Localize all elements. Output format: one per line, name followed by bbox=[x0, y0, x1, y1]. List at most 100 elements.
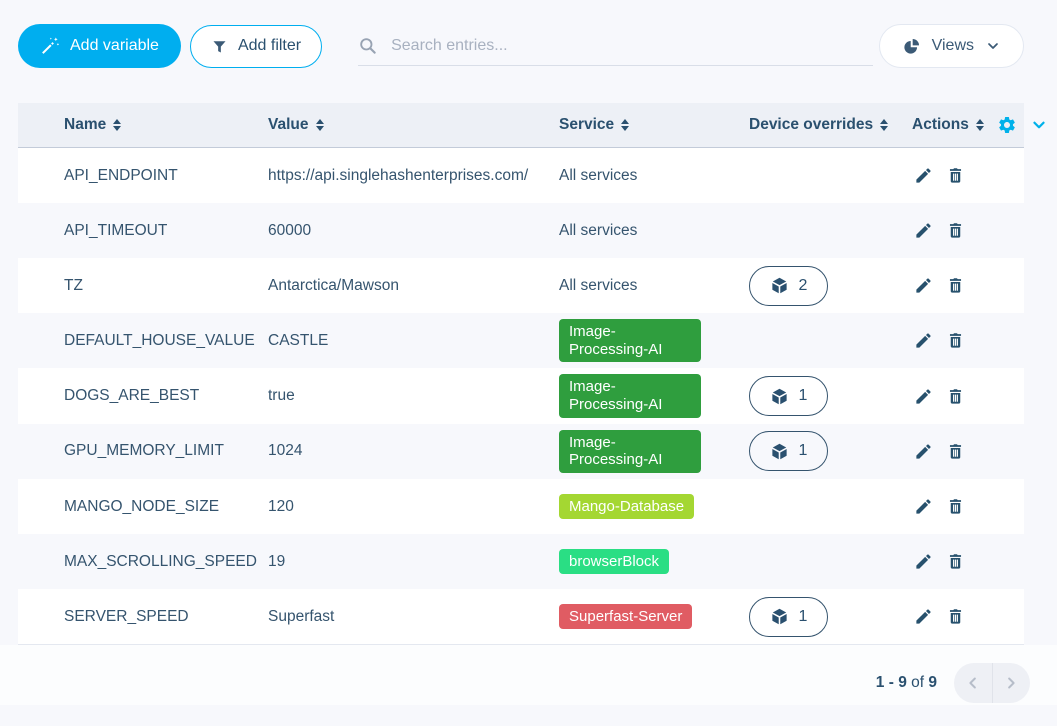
sort-icon bbox=[976, 119, 984, 131]
edit-button[interactable] bbox=[912, 329, 935, 352]
actions-cell bbox=[912, 440, 1024, 463]
toolbar: Add variable Add filter Views bbox=[0, 0, 1057, 68]
variable-value: 120 bbox=[268, 497, 294, 515]
column-label: Device overrides bbox=[749, 116, 874, 133]
trash-icon bbox=[949, 388, 962, 404]
edit-button[interactable] bbox=[912, 274, 935, 297]
device-overrides-button[interactable]: 2 bbox=[749, 265, 828, 306]
variable-name: API_TIMEOUT bbox=[64, 221, 168, 239]
variable-value: 60000 bbox=[268, 221, 312, 239]
actions-cell bbox=[912, 274, 1024, 297]
column-header-service[interactable]: Service bbox=[559, 116, 749, 134]
overrides-cell: 1 bbox=[749, 431, 912, 472]
trash-icon bbox=[949, 609, 962, 624]
views-label: Views bbox=[931, 37, 974, 54]
collapse-columns-chevron-icon[interactable] bbox=[1030, 116, 1048, 134]
variable-name: SERVER_SPEED bbox=[64, 607, 189, 625]
delete-button[interactable] bbox=[944, 495, 967, 518]
override-count: 1 bbox=[798, 442, 808, 460]
column-header-value[interactable]: Value bbox=[268, 116, 559, 134]
chevron-left-icon bbox=[969, 677, 976, 689]
pencil-icon bbox=[916, 168, 931, 183]
search-icon bbox=[360, 37, 376, 54]
variable-name: TZ bbox=[64, 276, 83, 294]
service-cell: Superfast-Server bbox=[559, 603, 749, 630]
service-badge: browserBlock bbox=[559, 548, 670, 575]
table-row: DOGS_ARE_BEST true Image-Processing-AI 1 bbox=[18, 368, 1024, 424]
pagination-info: 1 - 9 of 9 bbox=[876, 674, 937, 692]
service-cell: All services bbox=[559, 222, 749, 240]
table-row: MAX_SCROLLING_SPEED 19 browserBlock bbox=[18, 534, 1024, 590]
edit-button[interactable] bbox=[912, 550, 935, 573]
edit-button[interactable] bbox=[912, 440, 935, 463]
device-overrides-button[interactable]: 1 bbox=[749, 376, 828, 417]
delete-button[interactable] bbox=[944, 164, 967, 187]
pager-buttons bbox=[954, 662, 1031, 703]
column-header-actions[interactable]: Actions bbox=[912, 115, 1048, 135]
edit-button[interactable] bbox=[912, 164, 935, 187]
service-label: All services bbox=[559, 221, 638, 239]
variable-value: 19 bbox=[268, 552, 286, 570]
variable-name: DEFAULT_HOUSE_VALUE bbox=[64, 331, 255, 349]
override-count: 1 bbox=[798, 387, 808, 405]
variable-value: https://api.singlehashenterprises.com/ bbox=[268, 166, 529, 184]
add-variable-button[interactable]: Add variable bbox=[18, 24, 181, 68]
add-filter-label: Add filter bbox=[237, 37, 302, 54]
edit-button[interactable] bbox=[912, 495, 935, 518]
service-label: All services bbox=[559, 276, 638, 294]
overrides-cell: 1 bbox=[749, 376, 912, 417]
service-label: All services bbox=[559, 166, 638, 184]
edit-button[interactable] bbox=[912, 605, 935, 628]
pencil-icon bbox=[916, 388, 931, 404]
variable-value: CASTLE bbox=[268, 331, 329, 349]
delete-button[interactable] bbox=[944, 385, 967, 408]
pie-chart-icon bbox=[903, 38, 919, 54]
variable-name: MANGO_NODE_SIZE bbox=[64, 497, 220, 515]
column-label: Value bbox=[268, 116, 309, 133]
delete-button[interactable] bbox=[944, 440, 967, 463]
next-page-button[interactable] bbox=[991, 662, 1031, 703]
delete-button[interactable] bbox=[944, 274, 967, 297]
pencil-icon bbox=[916, 499, 931, 514]
variable-name: DOGS_ARE_BEST bbox=[64, 387, 200, 405]
delete-button[interactable] bbox=[944, 329, 967, 352]
column-label: Actions bbox=[912, 116, 969, 133]
delete-button[interactable] bbox=[944, 219, 967, 242]
actions-cell bbox=[912, 385, 1024, 408]
table-settings-gear-icon[interactable] bbox=[997, 115, 1017, 135]
sort-icon bbox=[113, 119, 121, 131]
pagination-total: 9 bbox=[928, 673, 937, 691]
device-cube-icon bbox=[771, 388, 787, 404]
magic-wand-icon bbox=[42, 37, 60, 54]
actions-cell bbox=[912, 550, 1024, 573]
variable-value: 1024 bbox=[268, 442, 303, 460]
pencil-icon bbox=[916, 609, 931, 624]
add-variable-label: Add variable bbox=[70, 37, 159, 54]
views-button[interactable]: Views bbox=[878, 24, 1024, 68]
chevron-right-icon bbox=[1008, 677, 1015, 689]
actions-cell bbox=[912, 495, 1024, 518]
column-label: Name bbox=[64, 116, 107, 133]
service-cell: Mango-Database bbox=[559, 493, 749, 520]
service-badge: Mango-Database bbox=[559, 493, 695, 520]
pencil-icon bbox=[916, 554, 931, 569]
column-header-device-overrides[interactable]: Device overrides bbox=[749, 116, 912, 134]
device-overrides-button[interactable]: 1 bbox=[749, 596, 828, 637]
actions-cell bbox=[912, 605, 1024, 628]
table-row: DEFAULT_HOUSE_VALUE CASTLE Image-Process… bbox=[18, 313, 1024, 369]
pagination-bar: 1 - 9 of 9 bbox=[0, 645, 1057, 706]
trash-icon bbox=[949, 444, 962, 459]
add-filter-button[interactable]: Add filter bbox=[189, 24, 323, 68]
pagination-of: of bbox=[911, 673, 925, 691]
delete-button[interactable] bbox=[944, 550, 967, 573]
previous-page-button[interactable] bbox=[954, 663, 992, 703]
edit-button[interactable] bbox=[912, 385, 935, 408]
service-cell: browserBlock bbox=[559, 548, 749, 575]
actions-cell bbox=[912, 219, 1024, 242]
device-overrides-button[interactable]: 1 bbox=[749, 431, 828, 472]
column-header-name[interactable]: Name bbox=[64, 116, 268, 134]
trash-icon bbox=[949, 554, 962, 569]
delete-button[interactable] bbox=[944, 605, 967, 628]
edit-button[interactable] bbox=[912, 219, 935, 242]
search-input[interactable] bbox=[389, 35, 874, 56]
